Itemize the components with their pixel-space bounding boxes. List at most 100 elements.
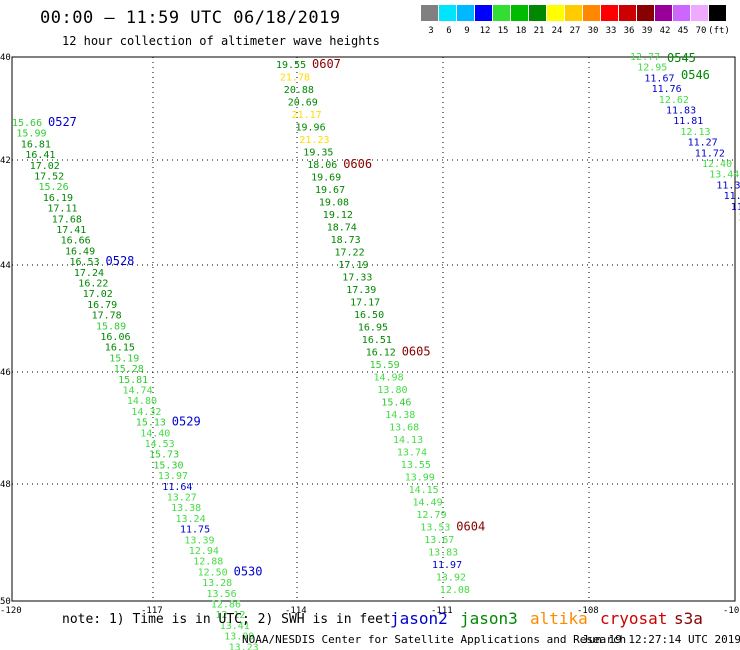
swh-value-label: 17.78 bbox=[92, 311, 122, 322]
swh-value-label: 15.99 bbox=[16, 129, 46, 140]
swh-value-label: 15.59 bbox=[370, 360, 400, 371]
swh-value-label: 18.73 bbox=[331, 235, 361, 246]
swh-value-label: 12.12 bbox=[215, 610, 245, 621]
swh-value-label: 11.76 bbox=[652, 84, 682, 95]
swh-value-label: 19.12 bbox=[323, 210, 353, 221]
pass-time-label: 0605 bbox=[402, 345, 431, 359]
swh-value-label: 17.22 bbox=[335, 248, 365, 259]
legend-label: 36 bbox=[623, 26, 635, 36]
lon-tick-label: -111 bbox=[431, 606, 453, 616]
swh-value-label: 14.80 bbox=[127, 396, 157, 407]
legend-label: 39 bbox=[641, 26, 653, 36]
swh-value-label: 12.40 bbox=[702, 159, 732, 170]
lat-tick-label: 46 bbox=[0, 368, 11, 378]
swh-value-label: 15.81 bbox=[118, 375, 148, 386]
swh-value-label: 18.06 bbox=[307, 160, 337, 171]
swh-value-label: 17.33 bbox=[342, 273, 372, 284]
legend-swatch bbox=[601, 5, 618, 21]
swh-value-label: 14.49 bbox=[413, 498, 443, 509]
map-frame bbox=[11, 56, 736, 602]
swh-value-label: 16.66 bbox=[61, 236, 91, 247]
swh-value-label: 11.33 bbox=[716, 180, 740, 191]
legend-swatch bbox=[511, 5, 528, 21]
swh-value-label: 19.35 bbox=[303, 148, 333, 159]
swh-value-label: 13.80 bbox=[377, 385, 407, 396]
swh-value-label: 15.73 bbox=[149, 450, 179, 461]
legend-label: 24 bbox=[551, 26, 563, 36]
swh-value-label: 13.74 bbox=[397, 448, 427, 459]
legend-swatch bbox=[475, 5, 492, 21]
swh-value-label: 12.13 bbox=[680, 127, 710, 138]
satellite-label-altika: altika bbox=[530, 609, 588, 628]
lon-tick-label: -120 bbox=[0, 606, 22, 616]
satellite-label-jason2: jason2 bbox=[390, 609, 448, 628]
legend-label: 18 bbox=[515, 26, 527, 36]
lat-tick-label: 50 bbox=[0, 597, 11, 607]
swh-value-label: 14.53 bbox=[145, 439, 175, 450]
swh-value-label: 16.06 bbox=[100, 332, 130, 343]
pass-time-label: 0607 bbox=[312, 57, 341, 71]
legend-label: 15 bbox=[497, 26, 509, 36]
lat-tick-label: 48 bbox=[0, 480, 11, 490]
swh-value-label: 17.52 bbox=[34, 172, 64, 183]
swh-value-label: 14.74 bbox=[123, 386, 153, 397]
swh-value-label: 13.24 bbox=[176, 514, 206, 525]
swh-value-label: 12.88 bbox=[193, 557, 223, 568]
swh-value-label: 19.96 bbox=[296, 123, 326, 134]
swh-value-label: 12.86 bbox=[211, 600, 241, 611]
swh-value-label: 12.08 bbox=[440, 585, 470, 596]
pass-time-label: 0530 bbox=[234, 564, 263, 578]
swh-value-label: 16.22 bbox=[78, 279, 108, 290]
swh-value-label: 13.09 bbox=[224, 632, 254, 643]
legend-label: 27 bbox=[569, 26, 581, 36]
swh-value-label: 14.13 bbox=[393, 435, 423, 446]
swh-value-label: 13.97 bbox=[158, 471, 188, 482]
legend-swatch bbox=[457, 5, 474, 21]
swh-value-label: 13.67 bbox=[424, 535, 454, 546]
swh-value-label: 16.81 bbox=[21, 139, 51, 150]
legend-label: 45 bbox=[677, 26, 689, 36]
legend-swatch bbox=[439, 5, 456, 21]
legend-swatch bbox=[655, 5, 672, 21]
swh-value-label: 16.49 bbox=[65, 246, 95, 257]
swh-value-label: 19.67 bbox=[315, 185, 345, 196]
legend-swatch bbox=[619, 5, 636, 21]
lat-tick-label: 44 bbox=[0, 261, 11, 271]
legend-label: 33 bbox=[605, 26, 617, 36]
swh-value-label: 15.89 bbox=[96, 321, 126, 332]
footer-credit: NOAA/NESDIS Center for Satellite Applica… bbox=[242, 633, 627, 646]
legend-swatch bbox=[421, 5, 438, 21]
swh-value-label: 21.23 bbox=[299, 135, 329, 146]
swh-value-label: 13.99 bbox=[405, 473, 435, 484]
legend-swatch bbox=[583, 5, 600, 21]
swh-value-label: 15.28 bbox=[114, 364, 144, 375]
swh-value-label: 13.41 bbox=[220, 621, 250, 632]
legend-swatch bbox=[673, 5, 690, 21]
satellite-label-s3a: s3a bbox=[674, 609, 703, 628]
swh-value-label: 20.88 bbox=[284, 85, 314, 96]
legend-swatch bbox=[691, 5, 708, 21]
swh-value-label: 17.11 bbox=[47, 204, 77, 215]
note-text: note: 1) Time is in UTC; 2) SWH is in fe… bbox=[62, 612, 391, 627]
legend-label: 70 bbox=[695, 26, 707, 36]
swh-value-label: 13.92 bbox=[436, 573, 466, 584]
swh-value-label: 11.75 bbox=[180, 525, 210, 536]
swh-value-label: 11.72 bbox=[695, 148, 725, 159]
swh-value-label: 13.55 bbox=[401, 460, 431, 471]
swh-value-label: 21.78 bbox=[280, 73, 310, 84]
swh-value-label: 11.27 bbox=[688, 138, 718, 149]
track-0545: 12.7712.9511.6711.7612.6211.8311.8112.13… bbox=[630, 51, 740, 224]
swh-value-label: 16.19 bbox=[43, 193, 73, 204]
swh-value-label: 14.38 bbox=[385, 410, 415, 421]
swh-value-label: 17.19 bbox=[338, 260, 368, 271]
swh-value-label: 11.67 bbox=[644, 73, 674, 84]
pass-time-label: 0527 bbox=[48, 115, 77, 129]
swh-value-label: 17.02 bbox=[30, 161, 60, 172]
pass-time-label: 0545 bbox=[667, 51, 696, 65]
swh-value-label: 13.44 bbox=[709, 170, 739, 181]
swh-value-label: 16.95 bbox=[358, 323, 388, 334]
pass-time-label: 0546 bbox=[681, 68, 710, 82]
legend-swatch bbox=[565, 5, 582, 21]
